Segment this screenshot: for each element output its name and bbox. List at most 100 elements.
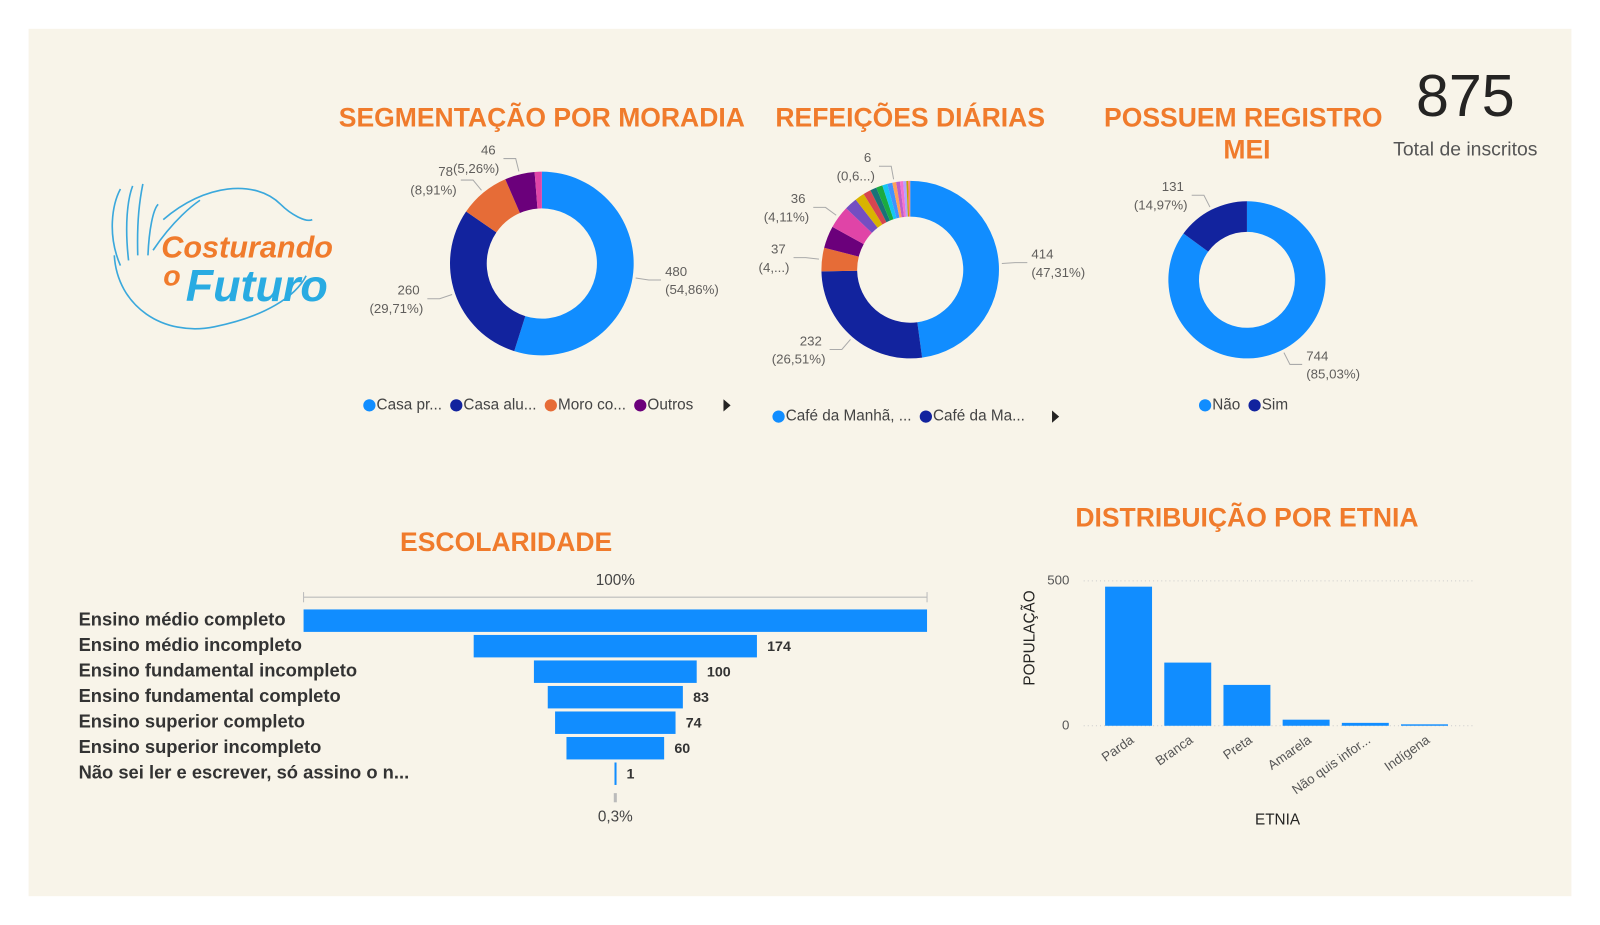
chart-title: DISTRIBUIÇÃO POR ETNIA	[1075, 503, 1418, 533]
bar	[555, 711, 676, 734]
kpi-value: 875	[1416, 62, 1515, 129]
top-label: 100%	[596, 572, 636, 589]
slice	[906, 180, 910, 217]
bar	[473, 634, 757, 658]
leader-line	[878, 165, 895, 180]
legend-marker	[544, 399, 557, 412]
chart-title: POSSUEM REGISTRO MEI	[1104, 103, 1390, 165]
slice	[870, 187, 890, 223]
data-label: 6 (0,6...)	[837, 150, 875, 183]
legend-marker	[450, 399, 463, 412]
legend-label: Casa pr...	[377, 396, 442, 413]
data-label: 36 (4,11%)	[764, 191, 809, 224]
legend-label: Não	[1212, 396, 1240, 413]
legend-marker	[634, 399, 647, 412]
data-label: 37 (4,...)	[759, 241, 790, 274]
data-label: 78 (8,91%)	[410, 163, 456, 196]
category-label: Ensino médio incompleto	[79, 634, 302, 655]
leader-line	[1001, 262, 1028, 264]
data-label: 744 (85,03%)	[1306, 348, 1360, 381]
logo: Costurando o Futuro	[111, 183, 333, 330]
slice	[903, 180, 908, 217]
bar	[547, 685, 683, 709]
data-label: 480 (54,86%)	[665, 263, 719, 296]
x-axis-title: ETNIA	[1255, 812, 1301, 829]
bar	[1164, 662, 1212, 726]
slice	[892, 181, 902, 218]
bottom-label: 0,3%	[598, 809, 633, 826]
y-tick-label: 500	[1047, 572, 1069, 587]
bar	[1105, 586, 1153, 726]
category-label: Ensino médio completo	[79, 609, 286, 630]
slice	[899, 181, 906, 217]
leader-line	[427, 293, 453, 300]
chart-title: ESCOLARIDADE	[400, 527, 612, 557]
slice	[824, 226, 864, 257]
legend-marker	[919, 410, 932, 423]
legend-arrow[interactable]	[1052, 410, 1060, 423]
slice	[863, 190, 887, 225]
leader-line	[1191, 194, 1211, 208]
data-label: 1	[627, 767, 635, 783]
logo-text: Futuro	[186, 260, 328, 311]
slice	[449, 211, 526, 352]
logo-text: o	[163, 260, 180, 292]
leader-line	[793, 257, 820, 260]
category-label: Ensino fundamental incompleto	[79, 660, 357, 681]
data-label: 174	[767, 639, 791, 655]
legend-marker	[772, 410, 785, 423]
leader-line	[635, 277, 661, 281]
legend-label: Outros	[647, 396, 693, 413]
slice	[514, 171, 634, 356]
slice	[896, 181, 905, 218]
legend-marker	[1198, 399, 1212, 412]
leader-line	[1283, 352, 1303, 365]
data-label: 131 (14,97%)	[1134, 179, 1188, 212]
slice	[466, 179, 520, 233]
data-label: 100	[707, 664, 731, 680]
legend-arrow[interactable]	[723, 399, 731, 412]
data-label: 260 (29,71%)	[369, 282, 423, 315]
bar	[614, 762, 617, 785]
leader-line	[829, 339, 851, 350]
bar	[1223, 684, 1271, 726]
leader-line	[503, 158, 520, 172]
chart-title: SEGMENTAÇÃO POR MORADIA	[339, 103, 745, 133]
data-label: 74	[686, 715, 702, 731]
bar	[1401, 724, 1448, 726]
leader-line	[460, 179, 482, 191]
bar	[566, 736, 665, 760]
slice	[505, 171, 538, 213]
category-label: Ensino superior incompleto	[79, 736, 322, 757]
legend-label: Café da Ma...	[933, 408, 1025, 425]
slice	[534, 171, 542, 209]
y-tick-label: 0	[1062, 717, 1069, 732]
slice	[876, 185, 894, 221]
data-label: 60	[674, 741, 690, 757]
slice	[846, 199, 878, 233]
slice	[908, 180, 911, 217]
category-label: Não sei ler e escrever, só assino o n...	[79, 762, 410, 783]
slice	[855, 194, 883, 228]
slice	[821, 270, 923, 359]
bar	[1282, 719, 1330, 726]
bar	[303, 609, 928, 632]
slice	[1168, 201, 1326, 359]
legend-label: Sim	[1262, 396, 1288, 413]
slice	[910, 180, 999, 358]
kpi-label: Total de inscritos	[1393, 138, 1537, 160]
chart-title: REFEIÇÕES DIÁRIAS	[775, 103, 1045, 133]
slice	[832, 208, 872, 245]
logo-text: Costurando	[161, 230, 333, 264]
slice	[882, 183, 897, 220]
legend-marker	[1248, 399, 1261, 412]
data-label: 232 (26,51%)	[772, 333, 826, 366]
legend-label: Café da Manhã, ...	[786, 408, 912, 425]
data-label: 414 (47,31%)	[1031, 246, 1085, 279]
category-label: Ensino fundamental completo	[79, 685, 341, 706]
category-label: Ensino superior completo	[79, 711, 305, 732]
legend-label: Casa alu...	[463, 396, 536, 413]
leader-line	[813, 206, 837, 216]
bar	[533, 660, 697, 683]
